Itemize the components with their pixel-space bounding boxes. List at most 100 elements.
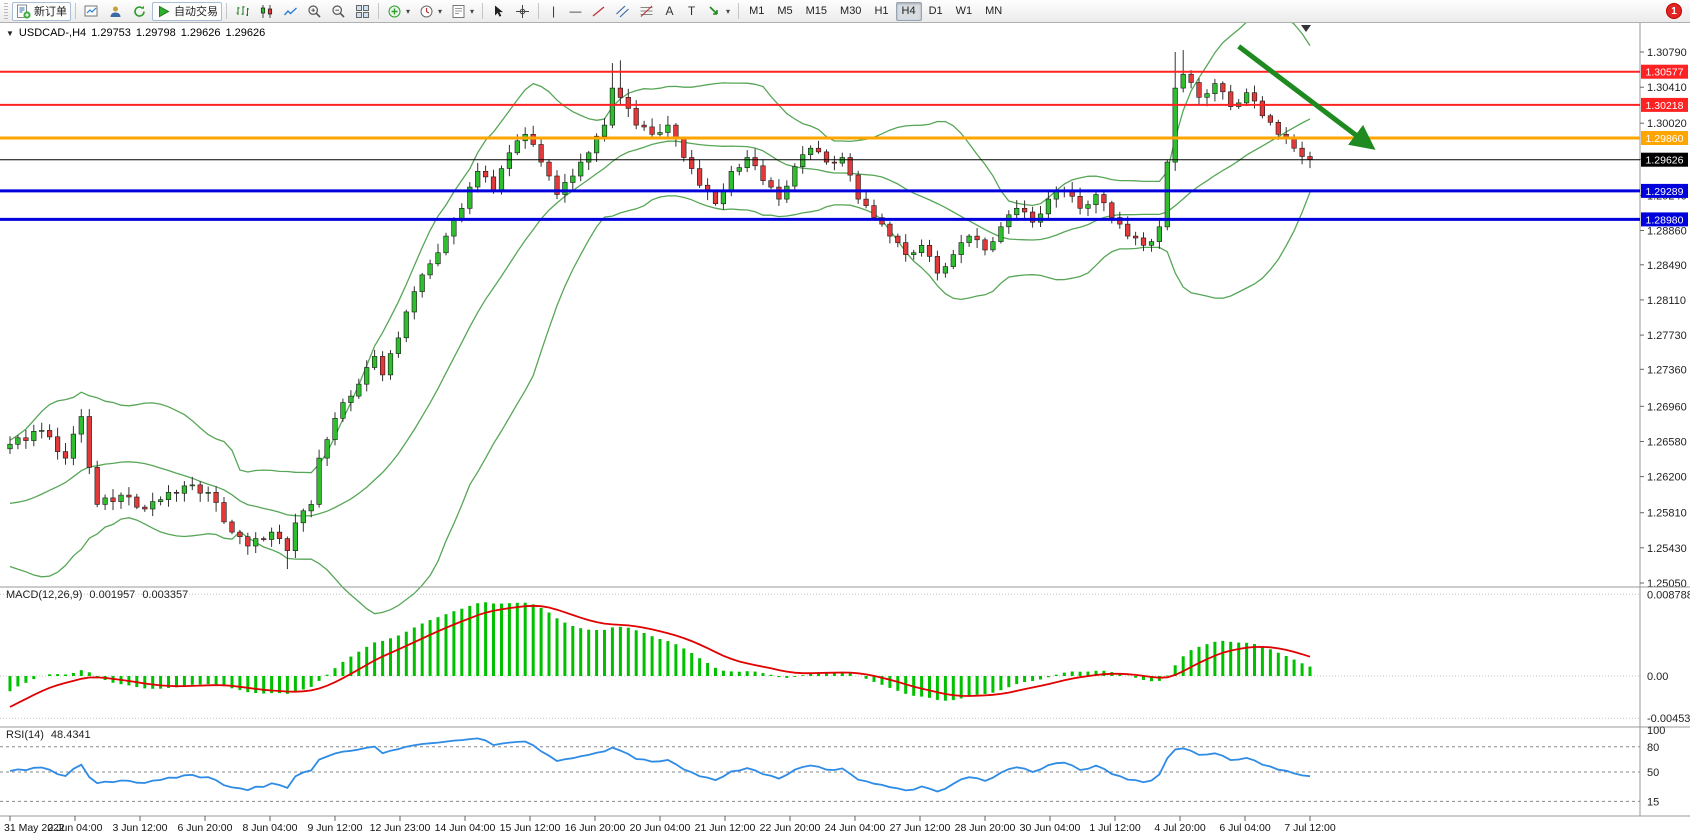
chart-title: ▼ USDCAD-,H4 1.29753 1.29798 1.29626 1.2… [6,27,265,39]
toolbar-separator [226,3,227,19]
macd-indicator-label: MACD(12,26,9) 0.001957 0.003357 [6,589,188,601]
new-order-label: 新订单 [34,6,67,18]
autotrade-button[interactable]: 自动交易 [152,1,222,21]
ohlc-open: 1.29753 [91,27,131,39]
timeframe-button-D1[interactable]: D1 [923,2,949,21]
price-axis-tick: 1.28490 [1647,260,1687,272]
candlestick-chart-icon [260,4,273,18]
ohlc-close: 1.29626 [225,27,266,39]
macd-name: MACD(12,26,9) [6,589,83,601]
bollinger-middle-band [9,118,1311,517]
bollinger-lower-band [9,191,1311,615]
macd-axis-label: 0.00 [1647,671,1668,683]
fibonacci-button[interactable] [635,2,658,21]
profiles-button[interactable] [104,2,127,21]
bar-chart-icon [236,5,249,16]
cursor-button[interactable] [487,2,510,21]
price-tag [1641,212,1688,227]
price-tag-label: 1.29289 [1646,186,1684,198]
timeframe-button-H1[interactable]: H1 [868,2,894,21]
price-tags: 1.30577 1.30218 1.29860 1.29626 1.29289 1.289… [1641,64,1688,227]
toolbar-separator [378,3,379,19]
zoom-in-button[interactable] [303,2,326,21]
rsi-axis-label: 15 [1647,796,1659,808]
timeframe-button-H4[interactable]: H4 [895,1,922,21]
zoom-in-icon [308,4,321,18]
indicators-icon [388,5,401,17]
toolbar-grip[interactable] [4,3,8,19]
vertical-line-icon: | [551,3,556,18]
channel-icon [616,5,629,17]
ohlc-low: 1.29626 [180,27,221,39]
templates-button[interactable]: ▾ [447,2,478,21]
arrow-annotation [1237,44,1376,150]
collapse-triangle-icon[interactable]: ▼ [6,28,14,38]
channel-button[interactable] [611,2,634,21]
timeframe-button-M1[interactable]: M1 [743,2,770,21]
zoom-out-icon [332,4,345,18]
rsi-name: RSI(14) [6,729,44,741]
price-axis-tick: 1.27730 [1647,330,1687,342]
time-axis-label: 6 Jul 04:00 [1219,822,1271,834]
price-tag [1641,131,1688,145]
price-axis-tick: 1.30020 [1647,118,1687,130]
vertical-line-button[interactable]: | [543,2,564,21]
new-chart-button[interactable] [80,2,103,21]
price-axis-tick: 1.26580 [1647,437,1687,449]
timeframe-button-M5[interactable]: M5 [771,2,798,21]
macd-signal-line [9,604,1311,708]
timeframe-button-W1[interactable]: W1 [950,2,979,21]
time-axis-label: 4 Jul 20:00 [1154,822,1206,834]
new-order-icon [17,4,31,19]
timeframe-button-M30[interactable]: M30 [834,2,867,21]
time-axis-label: 28 Jun 20:00 [955,822,1016,834]
time-axis-label: 12 Jun 23:00 [370,822,431,834]
price-axis-tick: 1.28110 [1647,295,1686,307]
price-axis-tick: 1.30410 [1647,82,1687,94]
shift-marker-icon[interactable] [1301,25,1311,32]
notification-badge[interactable]: 1 [1666,3,1682,19]
tile-windows-button[interactable] [351,2,374,21]
time-axis-label: 7 Jul 12:00 [1284,822,1336,834]
trend-arrow[interactable] [1237,44,1376,150]
trendline-button[interactable] [587,2,610,21]
timeframe-button-M15[interactable]: M15 [800,2,833,21]
crosshair-icon [516,4,530,18]
indicators-button[interactable]: ▾ [383,2,414,21]
text-button[interactable]: A [659,2,680,21]
horizontal-line-icon: — [569,3,582,18]
arrows-button[interactable]: ▾ [703,2,734,21]
periods-button[interactable]: ▾ [415,2,446,21]
price-axis: 1.307901.304101.300201.296301.292401.288… [1639,23,1687,816]
data-window-button[interactable] [128,2,151,21]
panel-separators [0,586,1690,817]
time-axis-label: 2 Jun 04:00 [48,822,103,834]
line-chart-icon [283,6,297,15]
timeframe-toolbar: M1 M5 M15 M30 H1 H4 D1 W1 MN [743,1,1008,21]
time-axis-label: 22 Jun 20:00 [760,822,821,834]
crosshair-button[interactable] [511,2,534,21]
new-order-button[interactable]: 新订单 [12,1,71,21]
price-axis-tick: 1.25810 [1647,508,1687,520]
label-button[interactable]: T [681,2,702,21]
rsi-line [9,737,1311,793]
macd-axis-label: -0.004538 [1647,713,1690,725]
candlestick-chart-button[interactable] [255,2,278,21]
price-axis-tick: 1.26200 [1647,472,1687,484]
horizontal-line-button[interactable]: — [565,2,586,21]
bar-chart-button[interactable] [231,2,254,21]
time-axis-label: 24 Jun 04:00 [825,822,886,834]
time-axis-label: 30 Jun 04:00 [1020,822,1081,834]
line-chart-button[interactable] [279,2,302,21]
text-icon: A [665,3,674,18]
time-axis-label: 6 Jun 20:00 [178,822,233,834]
price-tag [1641,64,1688,79]
time-axis-label: 1 Jul 12:00 [1089,822,1141,834]
zoom-out-button[interactable] [327,2,350,21]
time-axis-label: 20 Jun 04:00 [630,822,691,834]
time-axis-label: 27 Jun 12:00 [890,822,951,834]
timeframe-button-MN[interactable]: MN [979,2,1008,21]
